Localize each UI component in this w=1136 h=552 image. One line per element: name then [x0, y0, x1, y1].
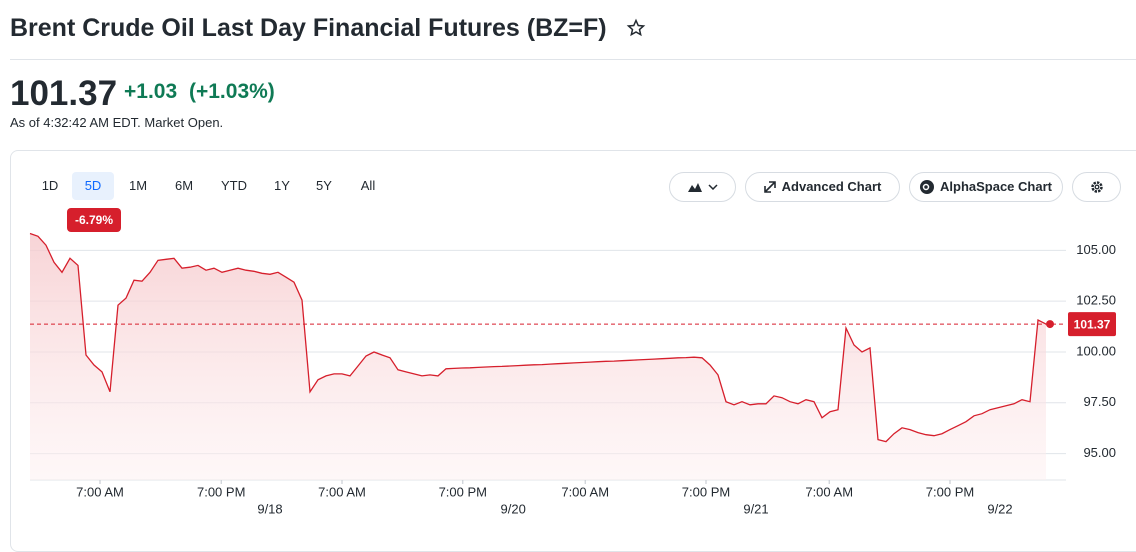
x-tick-label: 7:00 AM: [318, 484, 366, 499]
last-point: [1046, 320, 1054, 329]
button-label: AlphaSpace Chart: [940, 179, 1052, 194]
y-tick-label: 105.00: [1076, 242, 1116, 257]
chart: 95.00 97.50 100.00 102.50 105.00 7:00 AM 7:00 …: [29, 232, 1116, 516]
range-tab[interactable]: 1Y: [274, 178, 290, 193]
divider: [10, 59, 1136, 60]
price-tag: [1068, 312, 1116, 337]
range-tab[interactable]: 1D: [41, 178, 59, 193]
advanced-chart-button[interactable]: Advanced Chart: [745, 172, 900, 202]
range-tab[interactable]: 5D: [72, 172, 114, 200]
range-tab[interactable]: 1M: [128, 178, 148, 193]
y-tick-label: 95.00: [1083, 445, 1116, 460]
page-title: Brent Crude Oil Last Day Financial Futur…: [10, 14, 646, 43]
y-tick-label: 100.00: [1076, 343, 1116, 358]
area: [30, 233, 1046, 480]
price: 101.37: [10, 74, 118, 113]
x-date-label: 9/22: [987, 501, 1012, 516]
button-label: Advanced Chart: [781, 179, 882, 194]
x-tick-label: 7:00 AM: [805, 484, 853, 499]
x-tick-label: 7:00 AM: [76, 484, 124, 499]
settings-button[interactable]: [1072, 172, 1121, 202]
range-tab[interactable]: 6M: [174, 178, 194, 193]
x-date-label: 9/21: [743, 501, 768, 516]
alphaspace-chart-button[interactable]: AlphaSpace Chart: [909, 172, 1063, 202]
y-tick-label: 102.50: [1076, 293, 1116, 308]
price-line: [29, 232, 1047, 443]
price-change-percent: (+1.03%): [189, 80, 275, 103]
range-change-badge: -6.79%: [67, 208, 121, 232]
x-date-label: 9/18: [257, 501, 282, 516]
page: Brent Crude Oil Last Day Financial Futur…: [10, 14, 1136, 552]
title-text: Brent Crude Oil Last Day Financial Futur…: [10, 14, 607, 42]
range-tab[interactable]: 5Y: [316, 178, 332, 193]
as-of: As of 4:32:42 AM EDT. Market Open.: [10, 115, 224, 130]
x-tick-label: 7:00 PM: [439, 484, 487, 499]
range-tab[interactable]: All: [360, 178, 376, 193]
y-tick-label: 97.50: [1083, 394, 1116, 409]
x-tick-label: 7:00 AM: [561, 484, 609, 499]
price-tag-label: 101.37: [1074, 317, 1111, 331]
chart-type-dropdown[interactable]: [669, 172, 736, 202]
range-tab[interactable]: YTD: [221, 178, 247, 193]
x-date-label: 9/20: [501, 501, 526, 516]
price-change: +1.03: [124, 80, 178, 103]
x-tick-label: 7:00 PM: [197, 484, 245, 499]
x-tick-label: 7:00 PM: [926, 484, 974, 499]
watchlist-star[interactable]: [626, 18, 646, 38]
x-tick-label: 7:00 PM: [682, 484, 730, 499]
